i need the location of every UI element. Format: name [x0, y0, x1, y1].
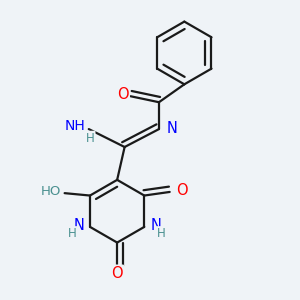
Text: HO: HO	[41, 185, 61, 198]
Text: H: H	[86, 132, 95, 145]
Text: O: O	[176, 183, 188, 198]
Text: H: H	[157, 227, 166, 240]
Text: H: H	[68, 227, 77, 240]
Text: O: O	[117, 87, 129, 102]
Text: NH: NH	[65, 118, 86, 133]
Text: N: N	[73, 218, 84, 233]
Text: N: N	[150, 218, 161, 233]
Text: N: N	[167, 121, 177, 136]
Text: O: O	[111, 266, 123, 280]
